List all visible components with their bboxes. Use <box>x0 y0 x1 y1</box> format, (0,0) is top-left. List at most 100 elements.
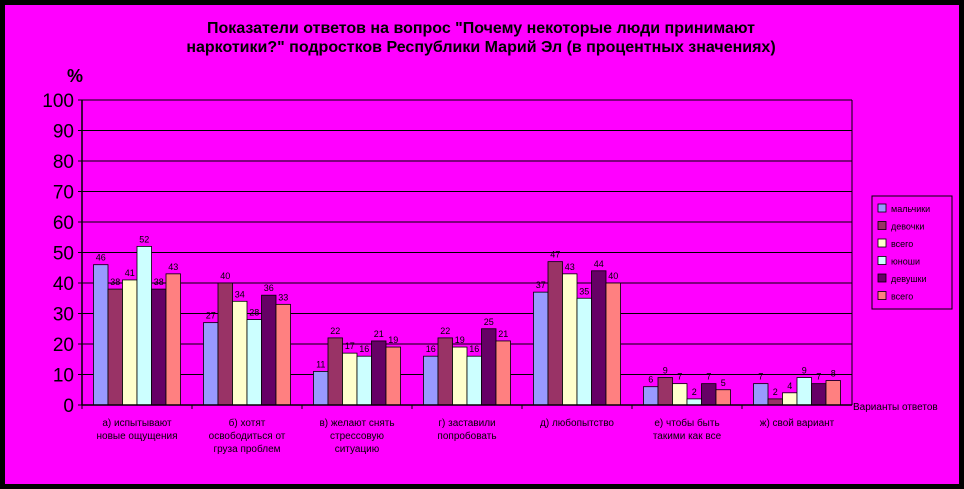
y-tick-label: 20 <box>53 335 74 356</box>
data-label: 21 <box>498 329 508 339</box>
data-label: 43 <box>565 262 575 272</box>
bar <box>796 377 812 406</box>
legend-swatch <box>877 238 887 248</box>
data-label: 46 <box>96 253 106 263</box>
legend: мальчики девочки всего юноши девушки всего <box>871 195 953 310</box>
bar <box>246 319 262 406</box>
legend-swatch <box>877 273 887 283</box>
legend-entry: всего <box>891 292 913 302</box>
bar <box>423 355 439 406</box>
data-label: 22 <box>440 326 450 336</box>
bar <box>782 392 798 406</box>
y-tick-label: 30 <box>53 305 74 326</box>
bar <box>591 270 607 406</box>
bar <box>657 377 673 406</box>
data-label: 8 <box>831 369 836 379</box>
data-label: 43 <box>168 262 178 272</box>
x-tick-label: е) чтобы быть <box>654 417 719 429</box>
data-label: 38 <box>110 277 120 287</box>
bar <box>825 380 841 406</box>
data-label: 11 <box>316 359 325 369</box>
bar <box>562 273 578 406</box>
x-tick-label: ж) свой вариант <box>760 418 835 429</box>
bar <box>232 300 248 406</box>
bar <box>672 383 688 406</box>
x-tick-label: д) любопытство <box>540 417 614 429</box>
x-axis-ticks: а) испытывают новые ощущения б) хотятосвоб… <box>81 405 835 455</box>
legend-swatch <box>877 291 887 300</box>
bar <box>466 355 482 406</box>
data-label: 16 <box>469 344 479 354</box>
bar <box>136 245 152 406</box>
bar <box>481 328 497 406</box>
data-label: 40 <box>608 271 618 281</box>
data-label: 5 <box>721 378 726 388</box>
bar <box>93 264 109 406</box>
data-label: 7 <box>758 372 763 382</box>
data-label: 36 <box>264 283 274 293</box>
bar <box>701 383 717 406</box>
x-tick-label: попробовать <box>437 430 496 442</box>
data-label: 52 <box>139 234 149 244</box>
bar <box>122 279 138 406</box>
y-tick-label: 50 <box>53 244 74 265</box>
chart-title: Показатели ответов на вопрос "Почему нек… <box>186 20 775 56</box>
bar <box>151 288 167 406</box>
data-label: 27 <box>206 311 216 321</box>
data-label: 2 <box>773 387 778 397</box>
data-label: 22 <box>330 326 340 336</box>
legend-entry: девушки <box>891 274 927 284</box>
bar <box>356 355 372 406</box>
bar <box>107 288 123 406</box>
bar <box>275 303 291 406</box>
axes <box>81 100 852 406</box>
bar <box>217 282 233 406</box>
data-label: 38 <box>154 277 164 287</box>
bar <box>385 346 401 406</box>
data-label: 7 <box>706 372 711 382</box>
x-axis-title: Варианты ответов <box>853 402 938 413</box>
bar <box>715 389 731 406</box>
bar <box>533 291 549 406</box>
data-label: 4 <box>787 381 792 391</box>
legend-entry: девочки <box>891 222 924 232</box>
legend-entry: мальчики <box>891 204 930 214</box>
legend-entry: всего <box>891 239 913 249</box>
data-label: 44 <box>594 259 604 269</box>
x-tick-label: г) заставили <box>438 418 495 429</box>
x-tick-label: ситуацию <box>335 444 380 455</box>
y-tick-label: 70 <box>53 183 74 204</box>
chart: Показатели ответов на вопрос "Почему нек… <box>42 20 953 455</box>
y-tick-label: 90 <box>53 122 74 143</box>
bar <box>342 352 358 406</box>
x-tick-label: такими как все <box>653 431 722 442</box>
legend-box <box>871 195 953 310</box>
legend-swatch <box>877 221 887 230</box>
data-label: 19 <box>388 335 398 345</box>
bar <box>495 340 511 406</box>
data-label: 47 <box>550 250 560 260</box>
bar <box>327 337 343 406</box>
y-tick-label: 10 <box>53 366 74 387</box>
data-label: 2 <box>692 387 697 397</box>
data-label: 25 <box>484 317 494 327</box>
data-label: 34 <box>235 289 245 299</box>
bar <box>203 322 219 406</box>
chart-frame: Показатели ответов на вопрос "Почему нек… <box>3 3 961 486</box>
bar <box>643 386 659 406</box>
bars <box>93 245 841 406</box>
bar <box>437 337 453 406</box>
bar <box>165 273 181 406</box>
data-label: 35 <box>579 286 589 296</box>
x-tick-label: а) испытывают <box>102 418 172 429</box>
data-label: 7 <box>677 372 682 382</box>
data-label: 33 <box>278 292 288 302</box>
bar <box>576 297 592 406</box>
data-label: 7 <box>816 372 821 382</box>
data-label: 37 <box>536 280 546 290</box>
data-label: 41 <box>125 268 135 278</box>
data-label: 16 <box>359 344 369 354</box>
y-tick-label: 0 <box>63 396 74 417</box>
y-tick-label: 60 <box>53 213 74 234</box>
